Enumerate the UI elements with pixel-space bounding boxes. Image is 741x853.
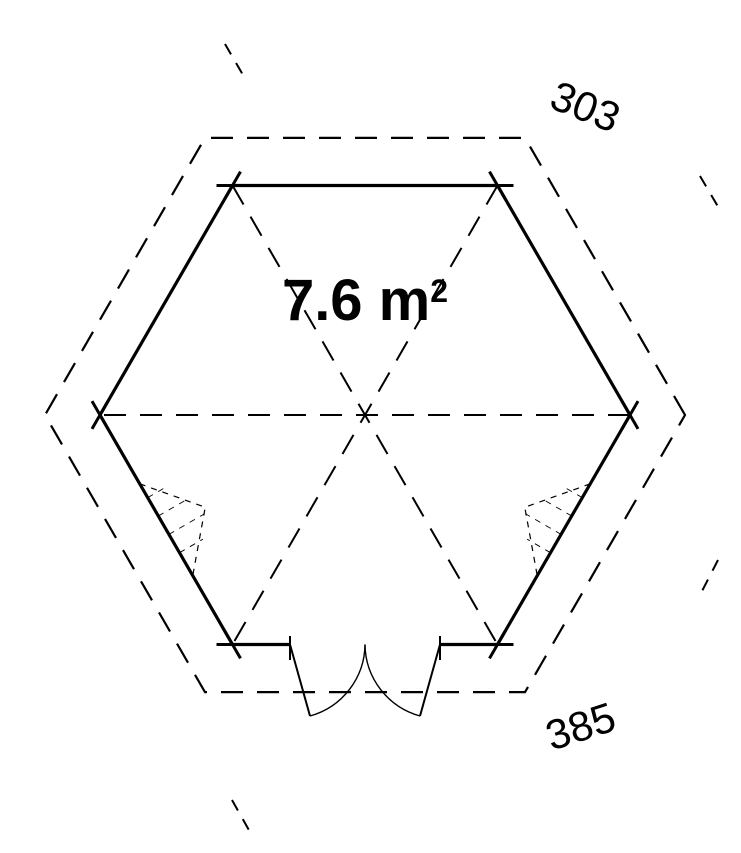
wall-edge — [498, 186, 631, 416]
wall-edge — [100, 186, 233, 416]
window-hatch — [169, 514, 205, 535]
window-hatch — [525, 514, 561, 535]
door-leaf — [290, 645, 310, 717]
window-hatch — [527, 539, 550, 552]
dimension-bottom: 385 — [540, 693, 621, 759]
window-hatch — [542, 499, 572, 516]
window-wedge — [140, 484, 205, 576]
window-wedge — [525, 484, 590, 576]
dimension-top: 303 — [544, 72, 627, 142]
window-hatch — [158, 499, 188, 516]
wall-edge — [498, 415, 631, 645]
extension-tick — [700, 176, 720, 210]
area-label: 7.6 m2 — [282, 268, 448, 333]
window-hatch — [180, 539, 203, 552]
area-exponent: 2 — [430, 273, 448, 309]
door-swing-arc — [310, 645, 365, 717]
area-value: 7.6 m — [282, 268, 430, 333]
extension-tick — [225, 44, 243, 75]
extension-tick — [700, 560, 718, 595]
door-leaf — [420, 645, 440, 717]
door-swing-arc — [365, 645, 420, 717]
extension-tick — [232, 800, 250, 832]
wall-edge — [100, 415, 233, 645]
